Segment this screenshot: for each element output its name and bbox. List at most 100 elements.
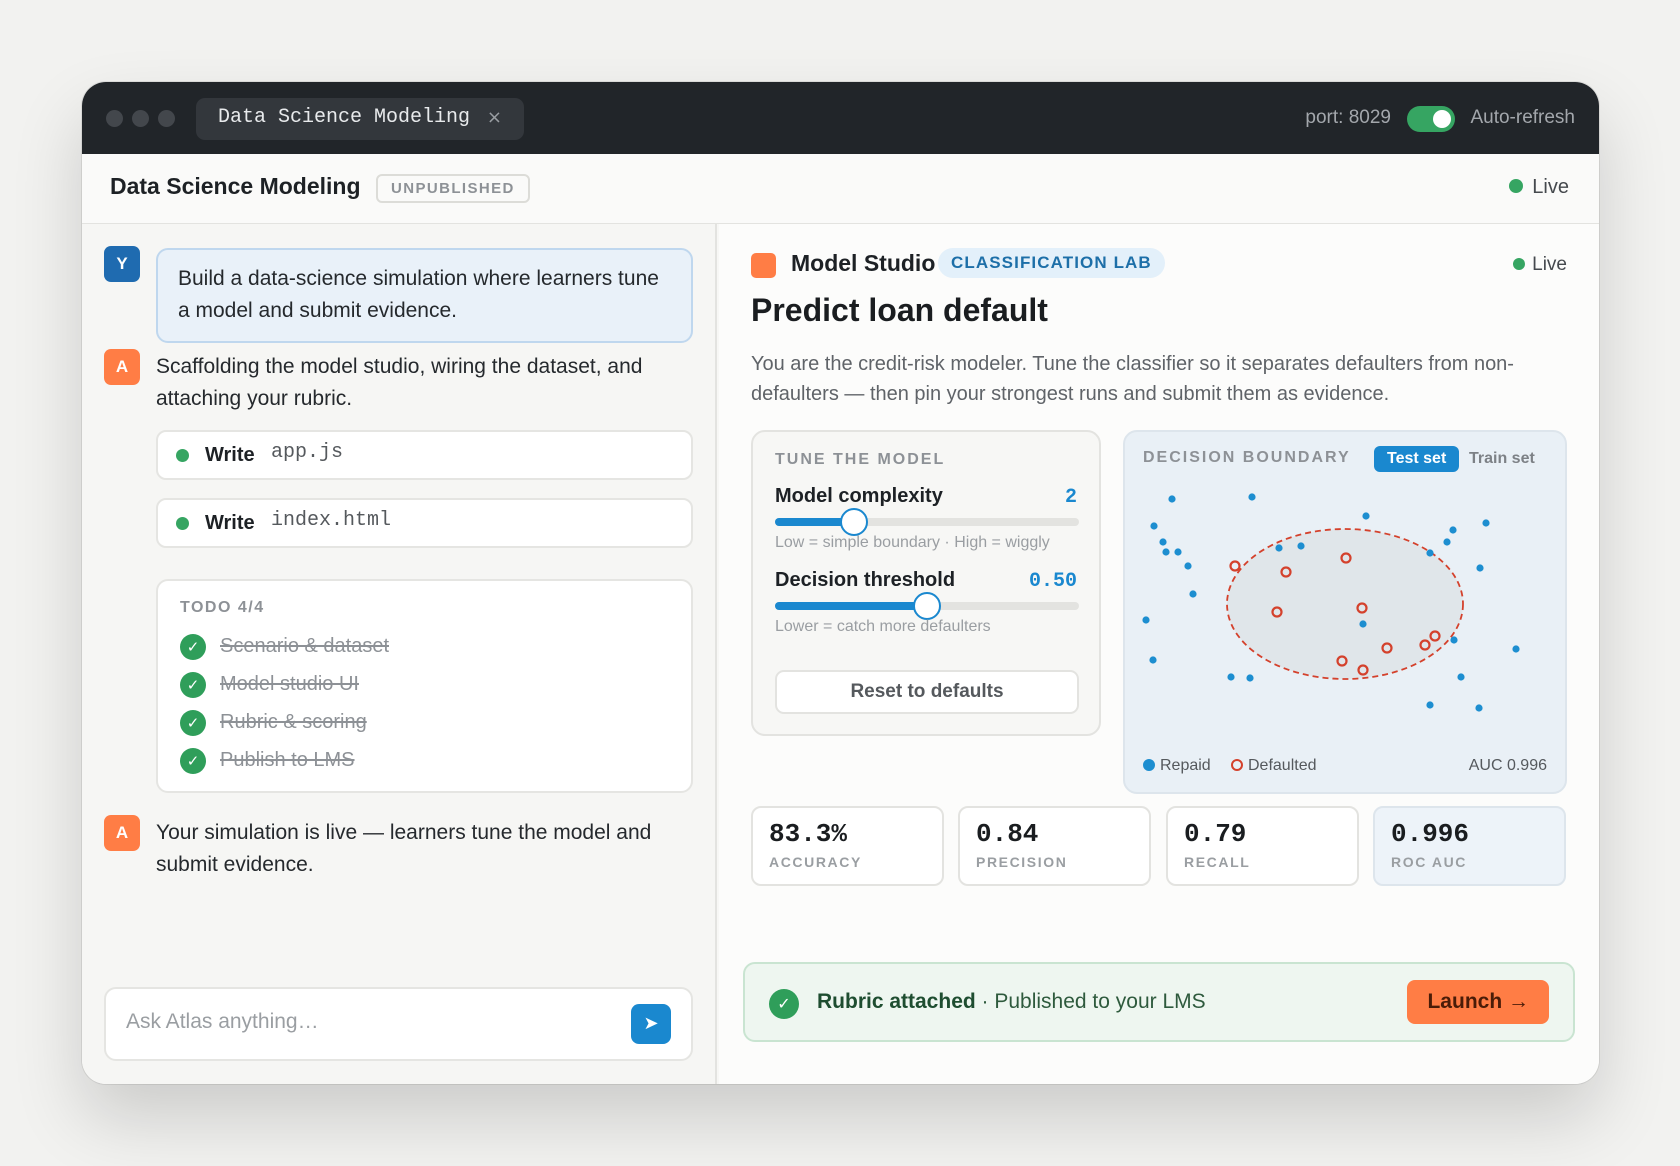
- threshold-slider[interactable]: [775, 592, 1079, 620]
- user-message: Build a data-science simulation where le…: [156, 248, 693, 343]
- window-minimize-dot[interactable]: [132, 110, 149, 127]
- tool-call-card[interactable]: Write index.html: [156, 498, 693, 548]
- metric-card-recall: 0.79 RECALL: [1166, 806, 1359, 886]
- user-avatar: Y: [104, 246, 140, 282]
- assistant-avatar: A: [104, 349, 140, 385]
- complexity-value: 2: [1064, 486, 1077, 509]
- slider-thumb[interactable]: [840, 508, 869, 536]
- assistant-avatar: A: [104, 815, 140, 851]
- defaulted-point: [1357, 664, 1369, 676]
- todo-list: TODO 4/4 ✓ Scenario & dataset ✓ Model st…: [156, 579, 693, 793]
- port-label: port: 8029: [1305, 107, 1391, 128]
- defaulted-point: [1429, 630, 1441, 642]
- tool-call-card[interactable]: Write app.js: [156, 430, 693, 480]
- legend-defaulted-label: Defaulted: [1248, 757, 1317, 774]
- check-icon: ✓: [180, 672, 206, 698]
- repaid-marker-icon: [1143, 759, 1155, 771]
- chat-input-placeholder: Ask Atlas anything…: [126, 1010, 319, 1033]
- defaulted-points: [1229, 552, 1441, 676]
- repaid-point: [1162, 548, 1170, 556]
- toast-strong: Rubric attached: [817, 990, 976, 1013]
- defaulted-point: [1229, 560, 1241, 572]
- chat-panel: Y Build a data-science simulation where …: [82, 224, 717, 1084]
- repaid-point: [1475, 704, 1483, 712]
- complexity-slider[interactable]: [775, 508, 1079, 536]
- window-maximize-dot[interactable]: [158, 110, 175, 127]
- repaid-point: [1227, 673, 1235, 681]
- threshold-label: Decision threshold: [775, 569, 956, 591]
- window-close-dot[interactable]: [106, 110, 123, 127]
- scenario-heading: Predict loan default: [751, 292, 1048, 328]
- live-label: Live: [1532, 176, 1569, 198]
- threshold-value: 0.50: [1028, 570, 1077, 593]
- defaulted-point: [1280, 566, 1292, 578]
- repaid-point: [1159, 538, 1167, 546]
- defaulted-point: [1356, 602, 1368, 614]
- app-header: Data Science Modeling UNPUBLISHED Live: [82, 154, 1599, 224]
- status-dot-icon: [176, 449, 189, 462]
- repaid-point: [1275, 544, 1283, 552]
- launch-button[interactable]: Launch →: [1407, 980, 1549, 1024]
- studio-title: Model Studio: [791, 250, 936, 276]
- defaulted-point: [1381, 642, 1393, 654]
- threshold-hint: Lower = catch more defaulters: [775, 618, 991, 635]
- tool-action: Write: [205, 512, 255, 534]
- auto-refresh-toggle[interactable]: [1407, 106, 1455, 132]
- defaulted-marker-icon: [1231, 759, 1243, 771]
- metric-card-precision: 0.84 PRECISION: [958, 806, 1151, 886]
- check-icon: ✓: [180, 748, 206, 774]
- repaid-point: [1482, 519, 1490, 527]
- model-studio-panel: Model Studio CLASSIFICATION LAB Live Pre…: [719, 224, 1599, 1084]
- repaid-point: [1476, 564, 1484, 572]
- tool-file: app.js: [271, 441, 344, 464]
- status-dot-icon: [1509, 179, 1524, 193]
- tab-data-science-modeling[interactable]: Data Science Modeling ×: [196, 98, 524, 140]
- slider-thumb[interactable]: [913, 592, 941, 620]
- test-set-toggle[interactable]: Test set: [1374, 446, 1460, 472]
- metric-value: 0.84: [976, 819, 1039, 849]
- slider-fill: [775, 602, 927, 610]
- card-caption: TUNE THE MODEL: [775, 451, 946, 468]
- repaid-point: [1443, 538, 1451, 546]
- todo-item-label: Publish to LMS: [220, 749, 355, 771]
- repaid-point: [1457, 673, 1465, 681]
- metric-label: PRECISION: [976, 854, 1068, 870]
- train-set-toggle[interactable]: Train set: [1469, 450, 1535, 467]
- send-button[interactable]: ➤: [631, 1004, 671, 1044]
- metric-label: ROC AUC: [1391, 854, 1468, 870]
- card-caption: DECISION BOUNDARY: [1143, 449, 1351, 466]
- status-dot-icon: [176, 517, 189, 530]
- tool-action: Write: [205, 444, 255, 466]
- repaid-point: [1150, 522, 1158, 530]
- close-icon[interactable]: ×: [486, 107, 502, 128]
- defaulted-point: [1271, 606, 1283, 618]
- chat-input[interactable]: Ask Atlas anything… ➤: [104, 987, 693, 1061]
- legend-repaid: Repaid: [1143, 757, 1211, 775]
- assistant-message: Your simulation is live — learners tune …: [156, 821, 652, 876]
- metric-value: 0.996: [1391, 819, 1470, 849]
- publish-toast: ✓ Rubric attached · Published to your LM…: [743, 962, 1575, 1042]
- auc-label: AUC 0.996: [1468, 757, 1547, 774]
- studio-logo-icon: [751, 253, 776, 278]
- repaid-point: [1450, 636, 1458, 644]
- reset-defaults-button[interactable]: Reset to defaults: [775, 670, 1079, 714]
- tool-file: index.html: [271, 509, 392, 532]
- live-status: Live: [1513, 254, 1567, 276]
- toast-rest: · Published to your LMS: [975, 990, 1206, 1013]
- app-window: Data Science Modeling × port: 8029 Auto-…: [82, 82, 1599, 1084]
- scenario-description: You are the credit-risk modeler. Tune th…: [751, 353, 1514, 405]
- page-title: Data Science Modeling: [110, 173, 361, 199]
- repaid-point: [1142, 616, 1150, 624]
- repaid-point: [1248, 493, 1256, 501]
- repaid-point: [1174, 548, 1182, 556]
- send-icon: ➤: [643, 1013, 659, 1034]
- check-icon: ✓: [180, 634, 206, 660]
- status-badge: UNPUBLISHED: [376, 174, 530, 203]
- decision-boundary-plot: [1142, 493, 1520, 712]
- metric-label: ACCURACY: [769, 854, 862, 870]
- decision-boundary-card: DECISION BOUNDARY Test set Train set Rep…: [1123, 430, 1567, 794]
- repaid-point: [1426, 549, 1434, 557]
- repaid-point: [1512, 645, 1520, 653]
- repaid-point: [1362, 512, 1370, 520]
- check-icon: ✓: [180, 710, 206, 736]
